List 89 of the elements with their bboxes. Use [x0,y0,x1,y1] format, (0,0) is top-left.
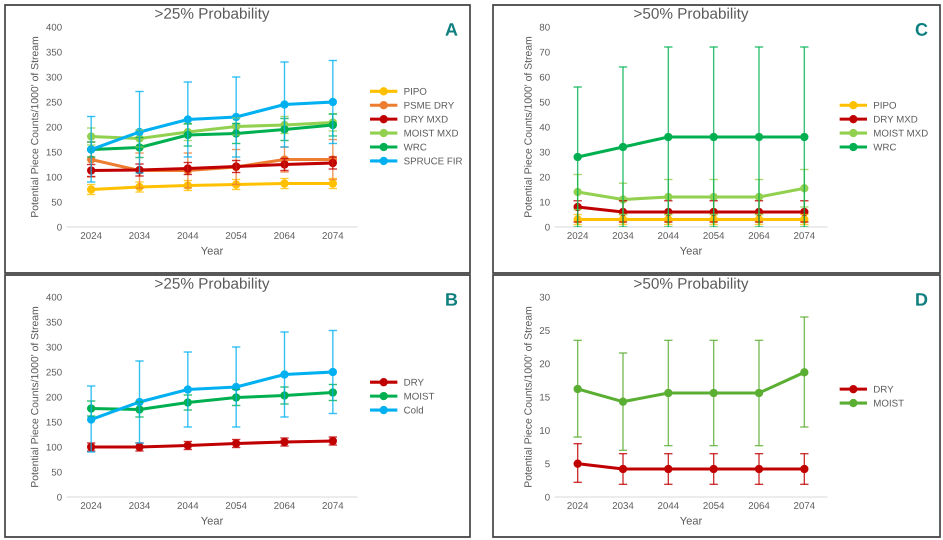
legend-label: DRY [874,386,894,393]
y-tick-label: 200 [46,124,62,131]
legend-label: WRC [873,144,896,150]
y-tick-label: 0 [57,224,62,231]
y-tick-label: 20 [540,360,550,368]
y-axis-title: Potential Piece Counts/1000' of Stream [30,306,38,487]
y-tick-label: 70 [540,48,550,56]
x-tick-label: 2024 [567,502,588,509]
x-tick-label: 2044 [178,502,198,509]
y-tick-label: 10 [540,198,550,206]
chart-title: >25% Probability [155,8,270,22]
x-tick-label: 2064 [748,502,770,509]
x-tick-label: 2044 [658,502,679,509]
x-tick-label: 2034 [129,502,150,509]
x-tick-label: 2054 [703,502,724,509]
y-tick-label: 30 [540,148,550,156]
x-axis-title: Year [201,516,224,525]
legend-label: MOIST [404,392,434,400]
x-tick-label: 2034 [612,502,634,509]
x-tick-label: 2054 [226,502,247,509]
y-tick-label: 300 [46,74,62,81]
x-tick-label: 2074 [794,502,815,509]
x-axis-title: Year [201,246,224,255]
legend-label: MOIST MXD [874,130,928,137]
y-tick-label: 400 [46,24,62,31]
x-axis-title: Year [680,516,702,525]
legend-label: Cold [404,406,423,414]
x-tick-label: 2074 [322,502,344,509]
x-tick-label: 2074 [794,232,815,239]
y-tick-label: 400 [46,294,62,301]
legend-label: SPRUCE FIR [404,158,462,164]
y-tick-label: 10 [540,427,550,434]
x-tick-label: 2034 [129,232,150,239]
chart-title: >50% Probability [634,8,749,22]
y-tick-label: 15 [540,394,550,401]
y-tick-label: 50 [540,98,550,106]
x-tick-label: 2064 [274,502,296,509]
text: A [445,23,458,36]
legend-label: PSME DRY [404,102,454,109]
y-tick-label: 25 [540,327,550,334]
chart-title: >25% Probability [155,278,270,292]
y-tick-label: 250 [46,368,62,376]
y-tick-label: 80 [540,24,550,31]
x-tick-label: 2024 [80,232,102,239]
y-tick-label: 20 [540,174,550,181]
y-tick-label: 0 [545,224,550,231]
y-tick-label: 40 [540,124,550,131]
y-tick-label: 30 [540,294,550,301]
x-tick-label: 2064 [748,232,770,239]
x-tick-label: 2054 [703,232,724,239]
chart-title: >50% Probability [634,278,749,292]
y-tick-label: 5 [545,460,550,468]
y-tick-label: 150 [46,148,62,156]
x-tick-label: 2024 [567,232,588,239]
legend-label: PIPO [404,88,426,95]
y-tick-label: 350 [46,48,62,56]
y-tick-label: 0 [57,494,62,501]
y-tick-label: 100 [46,174,62,181]
y-axis-title: Potential Piece Counts/1000' of Stream [30,36,38,217]
y-tick-label: 50 [52,468,62,476]
y-tick-label: 250 [46,98,62,106]
y-tick-label: 100 [46,444,62,451]
y-axis-title: Potential Piece Counts/1000' of Stream [524,306,532,487]
x-tick-label: 2034 [612,232,634,239]
x-tick-label: 2024 [80,502,102,509]
y-tick-label: 60 [540,74,550,81]
y-tick-label: 300 [46,344,62,351]
y-tick-label: 200 [46,394,62,401]
legend-label: MOIST MXD [404,130,458,137]
text: C [916,23,928,36]
legend-label: DRY MXD [874,116,918,123]
legend-label: DRY MXD [404,116,448,123]
x-tick-label: 2054 [226,232,247,239]
y-axis-title: Potential Piece Counts/1000' of Stream [524,36,532,217]
x-tick-label: 2044 [178,232,198,239]
text: D [916,293,928,306]
y-tick-label: 150 [46,418,62,426]
legend-label: WRC [404,144,426,150]
x-tick-label: 2064 [274,232,296,239]
x-tick-label: 2044 [658,232,679,239]
x-tick-label: 2074 [322,232,344,239]
y-tick-label: 0 [545,494,550,501]
legend-label: DRY [404,378,424,386]
text: B [446,293,458,306]
legend-label: MOIST [874,400,904,407]
y-tick-label: 350 [46,318,62,326]
legend-label: PIPO [874,102,896,109]
x-axis-title: Year [680,246,702,255]
y-tick-label: 50 [52,198,62,206]
